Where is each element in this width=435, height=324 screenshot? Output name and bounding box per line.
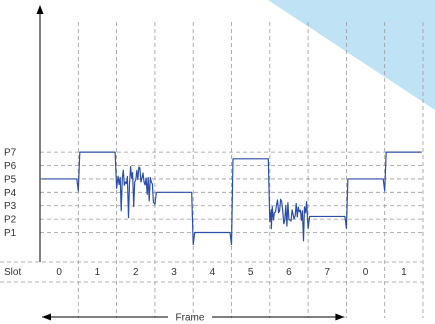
y-axis-arrow xyxy=(36,5,44,14)
slot-label: 3 xyxy=(171,267,177,278)
slot-label: 0 xyxy=(363,267,369,278)
slot-label: 2 xyxy=(133,267,139,278)
slot-label: 0 xyxy=(56,267,62,278)
slot-label: 5 xyxy=(248,267,254,278)
y-tick-p4: P4 xyxy=(4,188,17,199)
y-tick-p6: P6 xyxy=(4,161,17,172)
slot-axis-title: Slot xyxy=(4,267,21,278)
trace-layer xyxy=(41,151,422,246)
slot-label: 4 xyxy=(210,267,216,278)
grid-layer xyxy=(0,22,424,318)
y-tick-p5: P5 xyxy=(4,174,17,185)
y-tick-p1: P1 xyxy=(4,228,17,239)
slot-label: 1 xyxy=(401,267,407,278)
slot-label: 1 xyxy=(95,267,101,278)
y-tick-p3: P3 xyxy=(4,201,17,212)
frame-arrowhead-left xyxy=(42,313,51,321)
label-layer: P7 P6 P5 P4 P3 P2 P1 Slot 0 1 2 3 4 5 6 7 0 1 Frame xyxy=(4,148,407,324)
slot-label: 6 xyxy=(286,267,292,278)
frame-arrowhead-right xyxy=(335,313,345,321)
axis-layer xyxy=(36,5,345,321)
y-tick-p2: P2 xyxy=(4,215,17,226)
x-axis-label: Frame xyxy=(176,313,205,324)
corner-decoration xyxy=(268,0,435,110)
slot-label: 7 xyxy=(324,267,330,278)
y-tick-p7: P7 xyxy=(4,148,17,159)
signal-trace xyxy=(41,151,422,246)
